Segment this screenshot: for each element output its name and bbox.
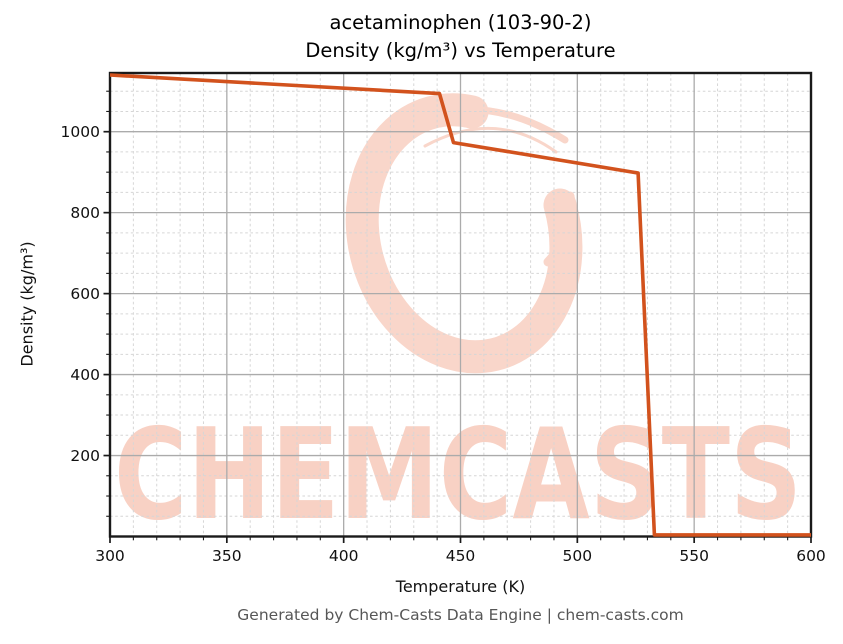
chart-title: acetaminophen (103-90-2) Density (kg/m³)… xyxy=(110,9,811,65)
y-tick-label: 800 xyxy=(70,204,100,222)
chart-title-line1: acetaminophen (103-90-2) xyxy=(329,11,592,34)
major-gridlines xyxy=(110,73,811,537)
chemcasts-swirl-logo-icon xyxy=(345,93,583,374)
density-line-series xyxy=(109,73,811,537)
footer-attribution: Generated by Chem-Casts Data Engine | ch… xyxy=(237,606,684,624)
x-tick-label: 400 xyxy=(329,547,359,565)
chart-title-line2: Density (kg/m³) vs Temperature xyxy=(305,39,616,62)
watermark-text: CHEMCASTS xyxy=(114,401,802,548)
y-axis-label: Density (kg/m³) xyxy=(17,241,37,367)
x-tick-label: 450 xyxy=(446,547,476,565)
x-tick-label: 600 xyxy=(796,547,826,565)
x-tick-label: 500 xyxy=(563,547,593,565)
watermark-layer: CHEMCASTS xyxy=(114,93,802,548)
plot-border xyxy=(108,71,813,538)
x-tick-label: 550 xyxy=(679,547,709,565)
x-tick-label: 350 xyxy=(212,547,242,565)
x-axis-label: Temperature (K) xyxy=(395,577,526,596)
axis-tick-labels: 300 350 400 450 500 550 600 200 400 600 800 1000 xyxy=(61,123,826,565)
y-tick-label: 1000 xyxy=(61,123,100,141)
y-tick-label: 400 xyxy=(70,366,100,384)
y-tick-label: 200 xyxy=(70,447,100,465)
y-tick-label: 600 xyxy=(70,285,100,303)
x-tick-label: 300 xyxy=(95,547,125,565)
